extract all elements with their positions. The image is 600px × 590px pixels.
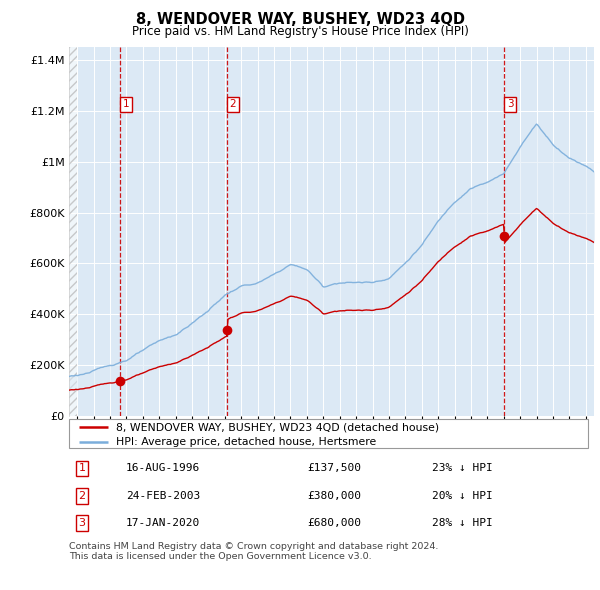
Text: Contains HM Land Registry data © Crown copyright and database right 2024.
This d: Contains HM Land Registry data © Crown c… xyxy=(69,542,439,561)
Text: £680,000: £680,000 xyxy=(308,518,362,528)
Text: £380,000: £380,000 xyxy=(308,491,362,501)
Text: HPI: Average price, detached house, Hertsmere: HPI: Average price, detached house, Hert… xyxy=(116,437,376,447)
Text: 3: 3 xyxy=(507,99,514,109)
Text: 16-AUG-1996: 16-AUG-1996 xyxy=(126,464,200,473)
Text: 1: 1 xyxy=(122,99,129,109)
Polygon shape xyxy=(69,47,77,416)
Text: 23% ↓ HPI: 23% ↓ HPI xyxy=(432,464,493,473)
Text: 1: 1 xyxy=(79,464,85,473)
Text: 2: 2 xyxy=(230,99,236,109)
Text: 3: 3 xyxy=(79,518,85,528)
Text: 20% ↓ HPI: 20% ↓ HPI xyxy=(432,491,493,501)
Text: Price paid vs. HM Land Registry's House Price Index (HPI): Price paid vs. HM Land Registry's House … xyxy=(131,25,469,38)
Text: 17-JAN-2020: 17-JAN-2020 xyxy=(126,518,200,528)
Text: 8, WENDOVER WAY, BUSHEY, WD23 4QD (detached house): 8, WENDOVER WAY, BUSHEY, WD23 4QD (detac… xyxy=(116,422,439,432)
Text: 28% ↓ HPI: 28% ↓ HPI xyxy=(432,518,493,528)
Text: 2: 2 xyxy=(79,491,86,501)
FancyBboxPatch shape xyxy=(69,419,588,448)
Text: 24-FEB-2003: 24-FEB-2003 xyxy=(126,491,200,501)
Text: £137,500: £137,500 xyxy=(308,464,362,473)
Text: 8, WENDOVER WAY, BUSHEY, WD23 4QD: 8, WENDOVER WAY, BUSHEY, WD23 4QD xyxy=(136,12,464,27)
